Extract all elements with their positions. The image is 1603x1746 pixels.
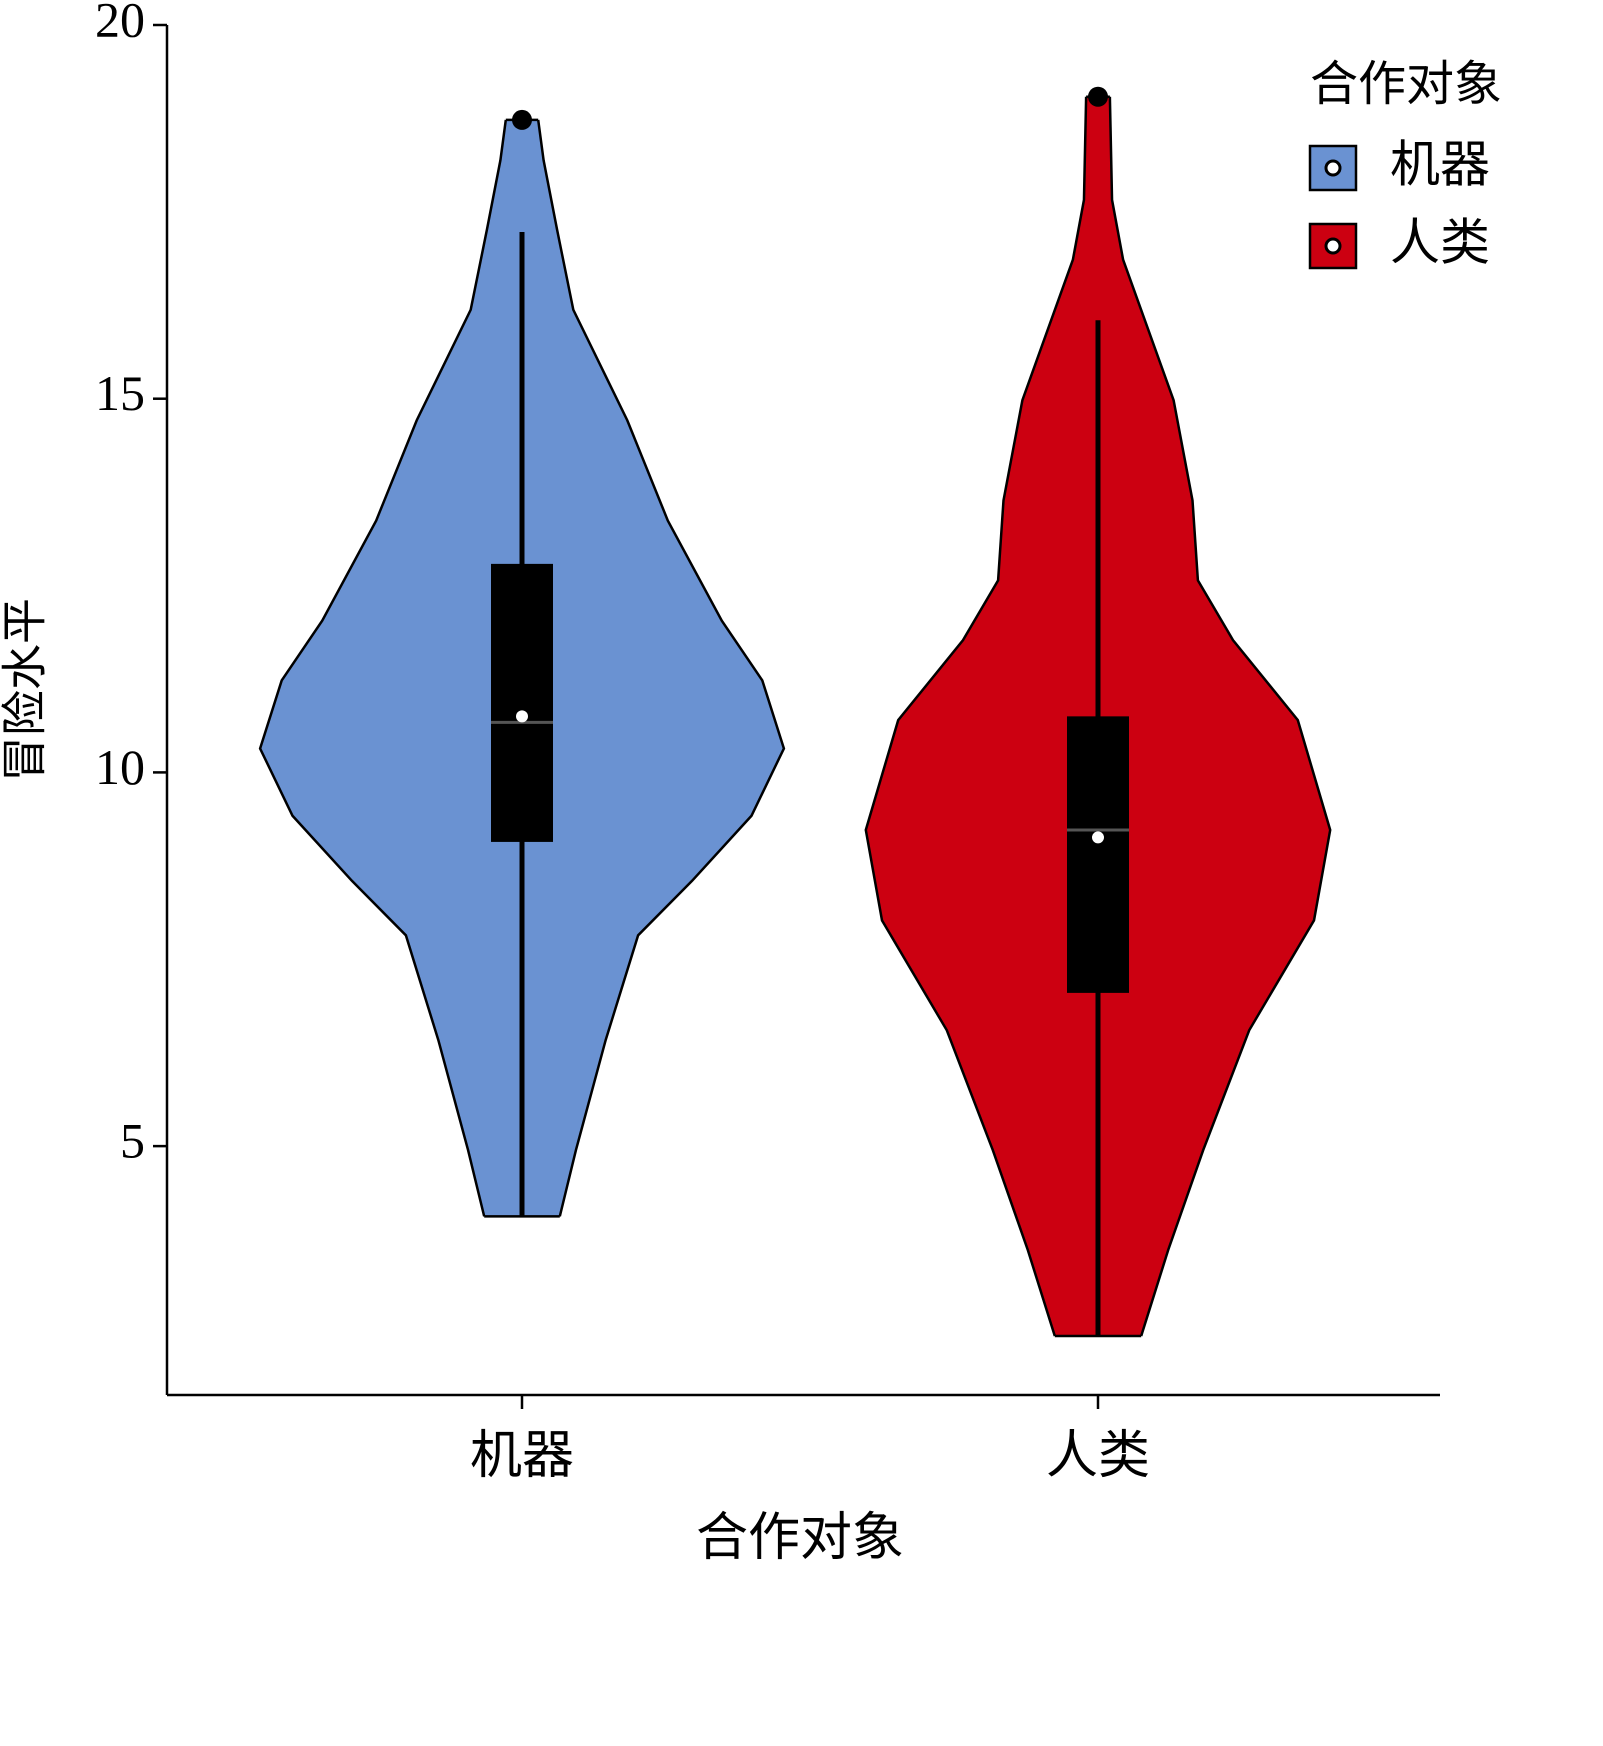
x-axis-title: 合作对象 (696, 1510, 904, 1567)
legend-dot (1324, 237, 1342, 255)
y-axis-title: 冒险水平 (0, 598, 51, 782)
box (491, 563, 553, 842)
y-tick-label: 20 (95, 0, 145, 47)
box (1067, 716, 1129, 993)
outlier (512, 109, 532, 130)
legend-dot (1324, 159, 1342, 177)
y-tick-label: 5 (120, 1113, 145, 1169)
y-tick-label: 10 (95, 739, 145, 795)
outlier (1088, 86, 1108, 107)
legend-label: 人类 (1390, 214, 1490, 270)
violin-outline (864, 96, 1088, 1337)
legend-label: 机器 (1390, 136, 1490, 192)
violin-outline (258, 119, 508, 1217)
violin-half (865, 96, 1098, 1336)
mean-dot (1092, 831, 1104, 844)
y-tick-label: 15 (95, 365, 145, 421)
x-tick-label: 机器 (470, 1428, 574, 1485)
mean-dot (516, 710, 528, 723)
violin-half (260, 119, 522, 1217)
violin-half (522, 119, 784, 1217)
legend-swatch (1308, 222, 1358, 270)
legend-title: 合作对象 (1310, 58, 1502, 111)
violin-outline (536, 119, 786, 1217)
violin-half (1098, 96, 1331, 1336)
violin-outline (1108, 96, 1332, 1337)
x-tick-label: 人类 (1046, 1428, 1150, 1485)
